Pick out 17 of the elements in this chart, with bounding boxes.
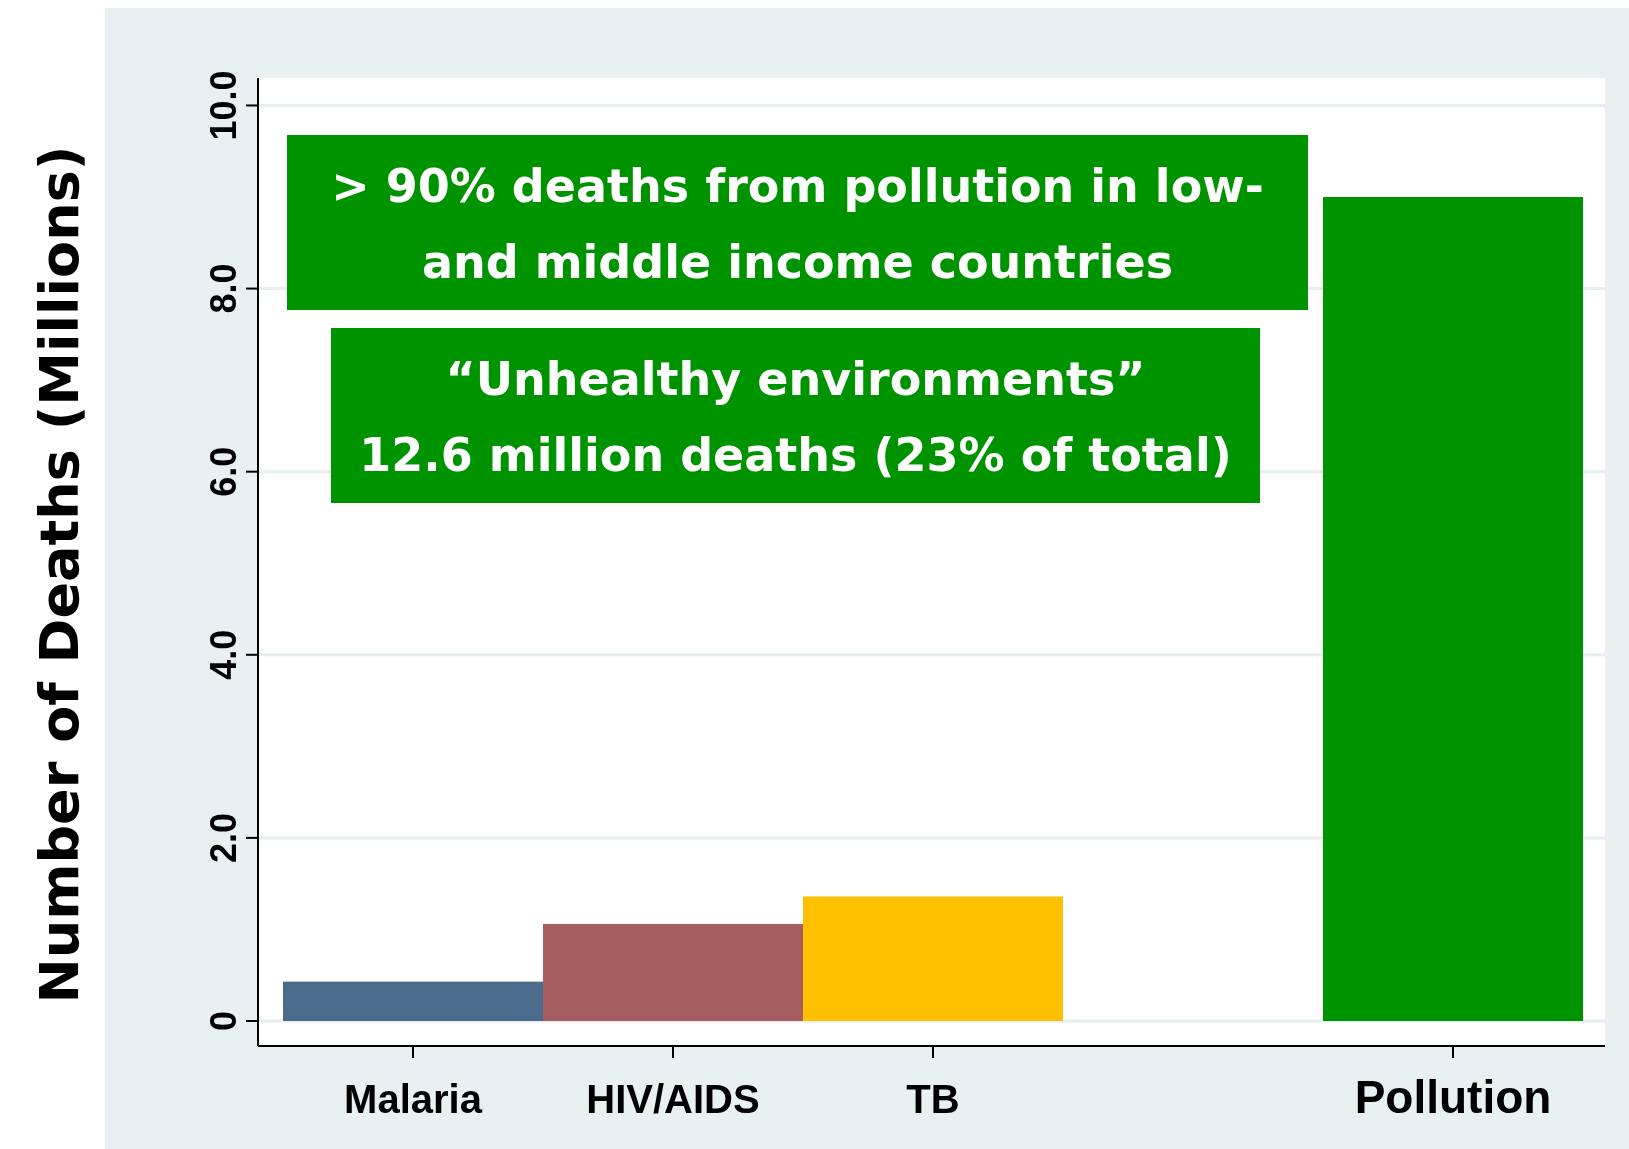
x-tick-label: HIV/AIDS [586, 1077, 760, 1121]
x-tick-label: TB [906, 1077, 960, 1121]
y-tick-label: 10.0 [203, 70, 244, 141]
y-tick-label: 8.0 [203, 263, 244, 314]
y-tick-label: 0 [203, 1010, 244, 1032]
annotation: “Unhealthy environments” 12.6 million deaths (23% of total) [359, 352, 1232, 482]
bar [803, 896, 1063, 1021]
y-tick-label: 6.0 [203, 446, 244, 497]
x-tick-label: Malaria [344, 1077, 483, 1121]
y-axis-title: Number of Deaths (Millions) [28, 145, 91, 1004]
y-tick-label: 4.0 [203, 629, 244, 680]
bar [283, 981, 543, 1021]
annotation: > 90% deaths from pollution in low- and middle income countries [331, 159, 1264, 289]
bar [543, 923, 803, 1021]
x-tick-label: Pollution [1354, 1071, 1552, 1123]
bar [1323, 197, 1583, 1021]
y-tick-label: 2.0 [203, 812, 244, 863]
